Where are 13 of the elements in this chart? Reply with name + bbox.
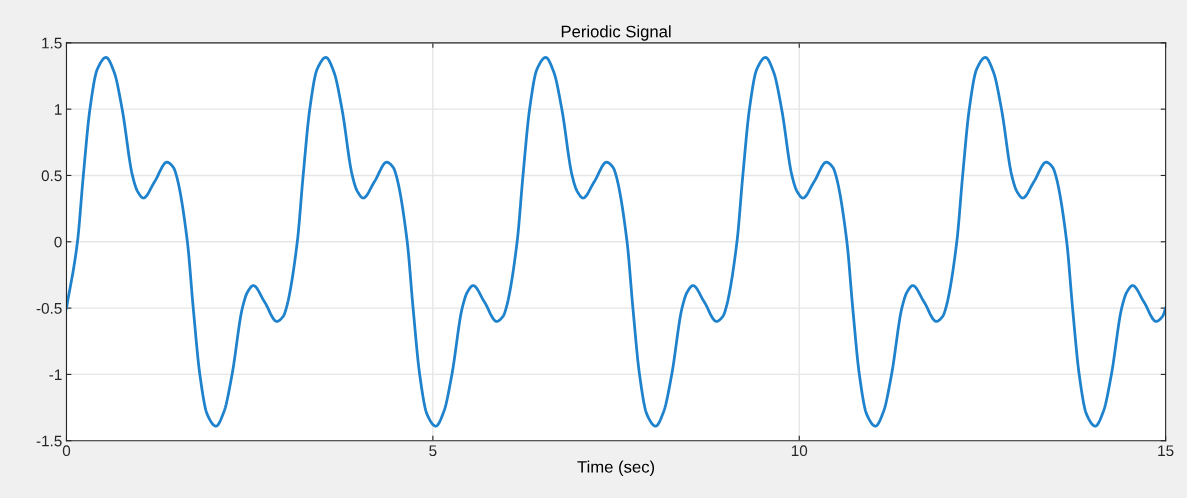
y-tick-label: 1.5 xyxy=(42,37,62,49)
y-tick-label: -1.5 xyxy=(36,435,62,447)
y-tick-label: 1 xyxy=(54,104,62,115)
x-tick-label: 0 xyxy=(62,445,71,457)
y-tick-label: 0 xyxy=(54,236,62,248)
x-tick-label: 15 xyxy=(1158,445,1174,457)
chart-title: Periodic Signal xyxy=(561,25,671,41)
x-axis-title: Time (sec) xyxy=(577,460,655,477)
y-tick-label: -1 xyxy=(49,369,62,380)
y-tick-label: 0.5 xyxy=(41,170,62,182)
x-tick-label: 10 xyxy=(791,445,808,457)
x-tick-label: 5 xyxy=(429,445,437,457)
y-tick-label: -0.5 xyxy=(36,302,62,314)
